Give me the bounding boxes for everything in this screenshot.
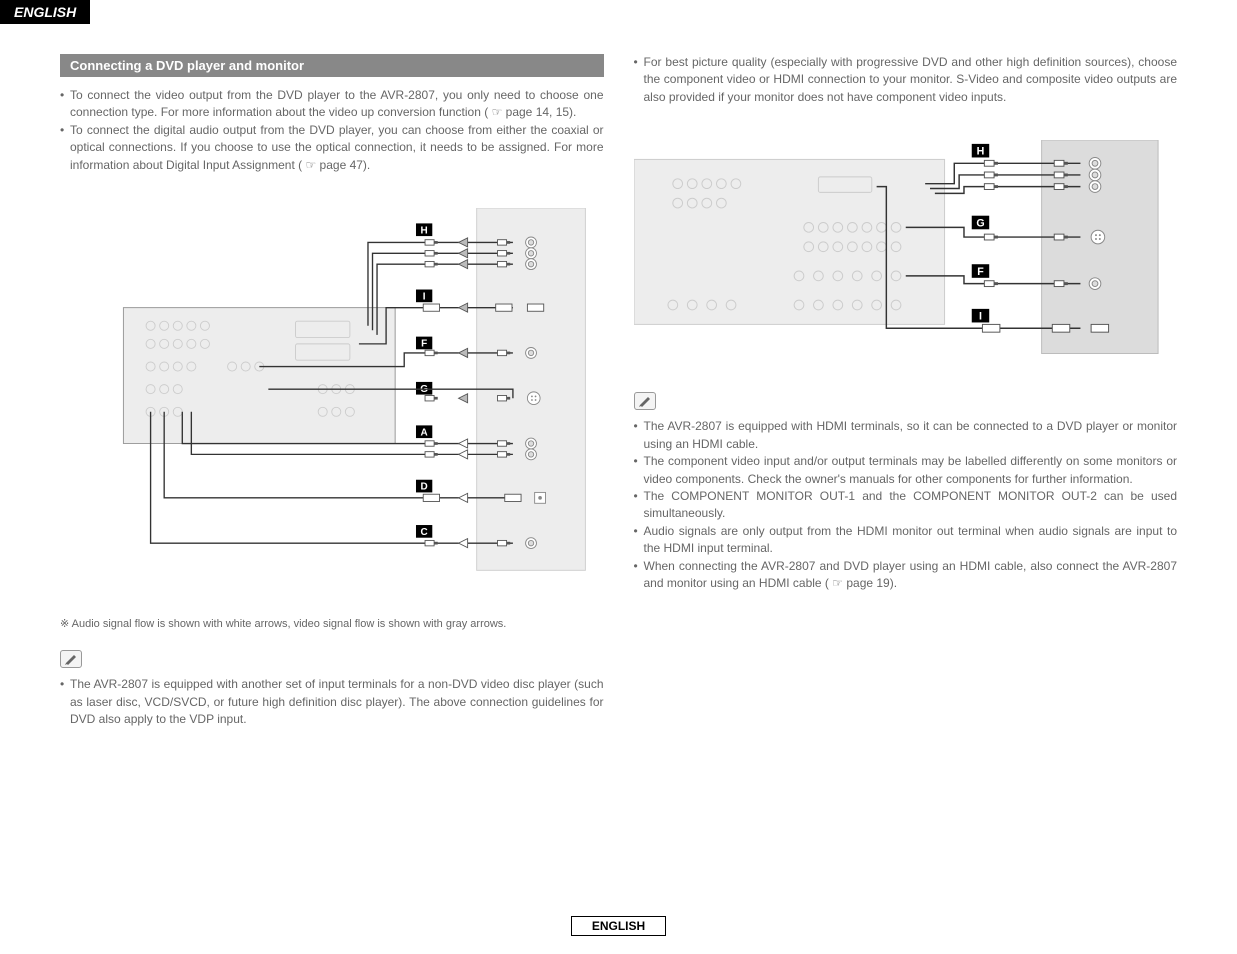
svg-text:C: C (421, 527, 428, 538)
diagram-dvd-connection: H I F (60, 208, 604, 588)
content-columns: Connecting a DVD player and monitor To c… (0, 24, 1237, 743)
bullet-item: The AVR-2807 is equipped with another se… (60, 676, 604, 728)
right-column: For best picture quality (especially wit… (634, 54, 1178, 743)
pencil-note-icon (60, 650, 82, 668)
bullet-item: To connect the video output from the DVD… (60, 87, 604, 122)
bullet-item: For best picture quality (especially wit… (634, 54, 1178, 106)
right-top-bullets: For best picture quality (especially wit… (634, 54, 1178, 106)
left-bullets: To connect the video output from the DVD… (60, 87, 604, 174)
diagram-monitor-connection: H G F (634, 140, 1178, 363)
page-footer: ENGLISH (0, 916, 1237, 936)
footer-language: ENGLISH (571, 916, 666, 936)
left-note-bullets: The AVR-2807 is equipped with another se… (60, 676, 604, 728)
left-column: Connecting a DVD player and monitor To c… (60, 54, 604, 743)
header-language-tab: ENGLISH (0, 0, 90, 24)
bullet-item: When connecting the AVR-2807 and DVD pla… (634, 558, 1178, 593)
svg-text:F: F (977, 266, 984, 278)
pencil-note-icon (634, 392, 656, 410)
right-note-bullets: The AVR-2807 is equipped with HDMI termi… (634, 418, 1178, 592)
diagram-footnote: ※ Audio signal flow is shown with white … (60, 617, 604, 630)
bullet-item: The COMPONENT MONITOR OUT-1 and the COMP… (634, 488, 1178, 523)
section-title: Connecting a DVD player and monitor (60, 54, 604, 77)
svg-text:D: D (421, 482, 428, 493)
svg-text:I: I (423, 291, 426, 302)
bullet-item: The AVR-2807 is equipped with HDMI termi… (634, 418, 1178, 453)
bullet-item: Audio signals are only output from the H… (634, 523, 1178, 558)
svg-text:H: H (976, 146, 984, 158)
svg-text:H: H (421, 225, 428, 236)
bullet-item: The component video input and/or output … (634, 453, 1178, 488)
bullet-item: To connect the digital audio output from… (60, 122, 604, 174)
svg-text:G: G (976, 218, 984, 230)
svg-text:A: A (421, 427, 428, 438)
svg-text:I: I (978, 311, 981, 323)
svg-text:F: F (421, 339, 427, 350)
